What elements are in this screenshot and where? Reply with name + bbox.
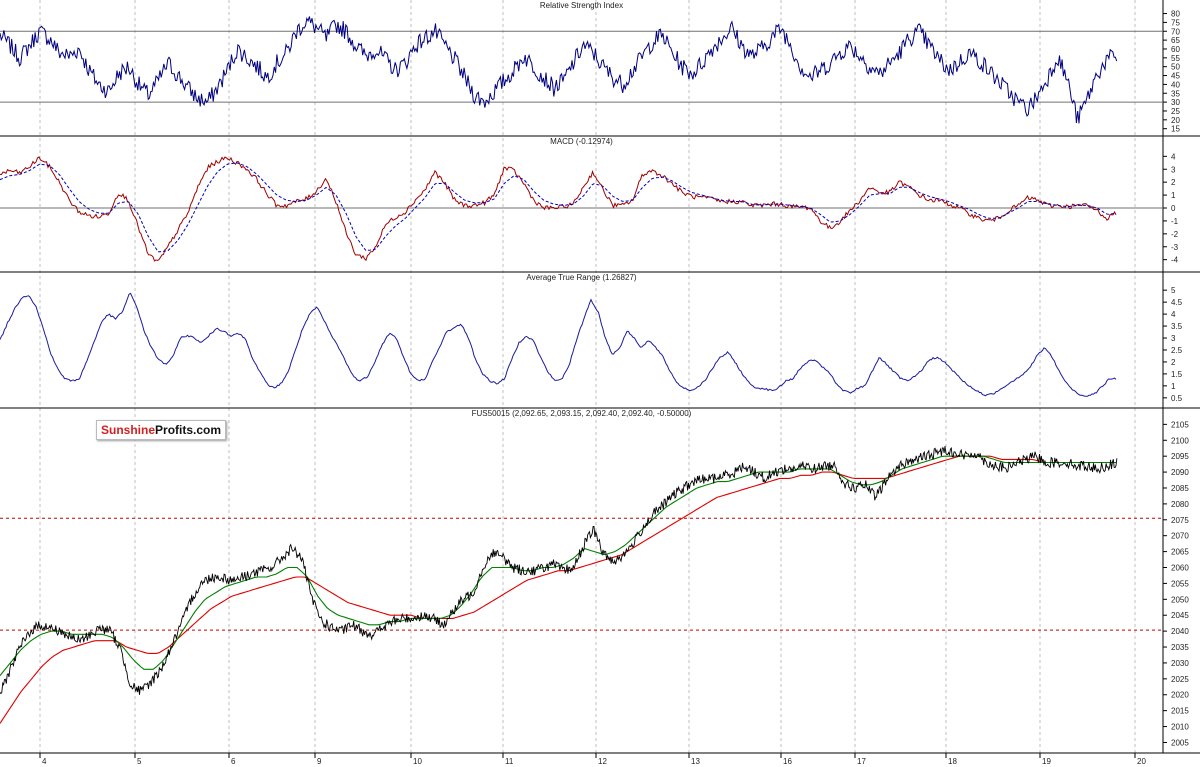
y-tick-label-2-8: 4.5 (1171, 298, 1183, 307)
y-tick-label-3-19: 2100 (1171, 436, 1189, 445)
y-tick-label-0-3: 30 (1171, 98, 1180, 107)
x-tick-label-6: 12 (598, 757, 607, 766)
y-tick-label-0-8: 55 (1171, 54, 1180, 63)
x-tick-label-4: 10 (413, 757, 422, 766)
pane-title-2: Average True Range (1.26827) (526, 273, 636, 282)
y-tick-label-1-5: -1 (1171, 217, 1179, 226)
data-series (0, 16, 1163, 724)
x-tick-label-11: 19 (1042, 757, 1051, 766)
y-tick-label-2-9: 5 (1171, 286, 1176, 295)
x-tick-label-2: 6 (231, 757, 236, 766)
macd-line (0, 156, 1117, 262)
y-tick-label-0-12: 75 (1171, 18, 1180, 27)
y-tick-label-3-8: 2045 (1171, 611, 1189, 620)
x-tick-label-12: 20 (1137, 757, 1146, 766)
grid (39, 0, 1136, 753)
macd-signal-line (0, 162, 1117, 253)
y-tick-label-3-20: 2105 (1171, 420, 1189, 429)
x-tick-label-10: 18 (948, 757, 957, 766)
y-tick-label-3-3: 2020 (1171, 691, 1189, 700)
y-tick-label-3-0: 2005 (1171, 738, 1189, 747)
x-tick-label-1: 5 (137, 757, 142, 766)
y-tick-label-2-2: 1.5 (1171, 370, 1183, 379)
y-tick-label-2-1: 1 (1171, 382, 1176, 391)
y-tick-label-1-3: 1 (1171, 191, 1176, 200)
sunshine-profits-logo: Sunshine Profits.com (96, 420, 227, 440)
y-tick-label-1-2: 2 (1171, 178, 1176, 187)
y-tick-label-3-16: 2085 (1171, 484, 1189, 493)
y-tick-label-1-7: -3 (1171, 243, 1179, 252)
y-tick-label-0-4: 35 (1171, 89, 1180, 98)
logo-text-sunshine: Sunshine (101, 423, 156, 437)
y-tick-label-3-9: 2050 (1171, 595, 1189, 604)
y-tick-label-0-1: 20 (1171, 116, 1180, 125)
y-tick-label-2-4: 2.5 (1171, 346, 1183, 355)
y-tick-label-0-5: 40 (1171, 80, 1180, 89)
y-tick-label-0-7: 50 (1171, 63, 1180, 72)
y-tick-label-3-17: 2090 (1171, 468, 1189, 477)
x-axis-band (0, 753, 1200, 767)
y-tick-label-2-3: 2 (1171, 358, 1176, 367)
price-line (0, 446, 1118, 695)
y-tick-label-3-13: 2070 (1171, 532, 1189, 541)
slow-average-line (0, 455, 1116, 724)
y-tick-label-2-6: 3.5 (1171, 322, 1183, 331)
fast-average-line (0, 455, 1116, 677)
x-tick-label-3: 9 (317, 757, 322, 766)
y-tick-label-0-10: 65 (1171, 36, 1180, 45)
y-tick-label-3-15: 2080 (1171, 500, 1189, 509)
y-tick-label-2-7: 4 (1171, 310, 1176, 319)
x-tick-label-0: 4 (42, 757, 47, 766)
y-tick-label-3-2: 2015 (1171, 707, 1189, 716)
y-tick-label-1-0: 4 (1171, 152, 1176, 161)
y-tick-label-3-7: 2040 (1171, 627, 1189, 636)
y-tick-label-3-5: 2030 (1171, 659, 1189, 668)
y-tick-label-0-0: 15 (1171, 125, 1180, 134)
y-tick-label-3-1: 2010 (1171, 723, 1189, 732)
y-tick-label-0-2: 25 (1171, 107, 1180, 116)
x-tick-label-5: 11 (505, 757, 514, 766)
y-tick-label-2-0: 0.5 (1171, 394, 1183, 403)
y-tick-label-2-5: 3 (1171, 334, 1176, 343)
y-tick-label-3-18: 2095 (1171, 452, 1189, 461)
pane-title-0: Relative Strength Index (540, 1, 623, 10)
y-tick-label-0-13: 80 (1171, 10, 1180, 19)
rsi-line (0, 16, 1118, 124)
y-tick-label-3-10: 2055 (1171, 579, 1189, 588)
y-tick-label-1-6: -2 (1171, 230, 1179, 239)
logo-text-profits: Profits.com (155, 423, 222, 437)
pane-title-3: FUS50015 (2,092.65, 2,093.15, 2,092.40, … (472, 409, 692, 418)
y-tick-label-3-4: 2025 (1171, 675, 1189, 684)
y-tick-label-3-11: 2060 (1171, 564, 1189, 573)
y-tick-label-0-9: 60 (1171, 45, 1180, 54)
y-tick-label-1-1: 3 (1171, 165, 1176, 174)
x-tick-label-7: 13 (691, 757, 700, 766)
x-tick-label-9: 17 (857, 757, 866, 766)
y-tick-label-3-6: 2035 (1171, 643, 1189, 652)
y-tick-label-1-8: -4 (1171, 256, 1179, 265)
y-tick-label-3-14: 2075 (1171, 516, 1189, 525)
y-tick-label-0-6: 45 (1171, 72, 1180, 81)
y-tick-label-3-12: 2065 (1171, 548, 1189, 557)
pane-title-1: MACD (-0.12974) (550, 137, 613, 146)
x-tick-label-8: 16 (783, 757, 792, 766)
atr-line (0, 292, 1117, 397)
y-tick-label-1-4: 0 (1171, 204, 1176, 213)
y-tick-label-0-11: 70 (1171, 27, 1180, 36)
